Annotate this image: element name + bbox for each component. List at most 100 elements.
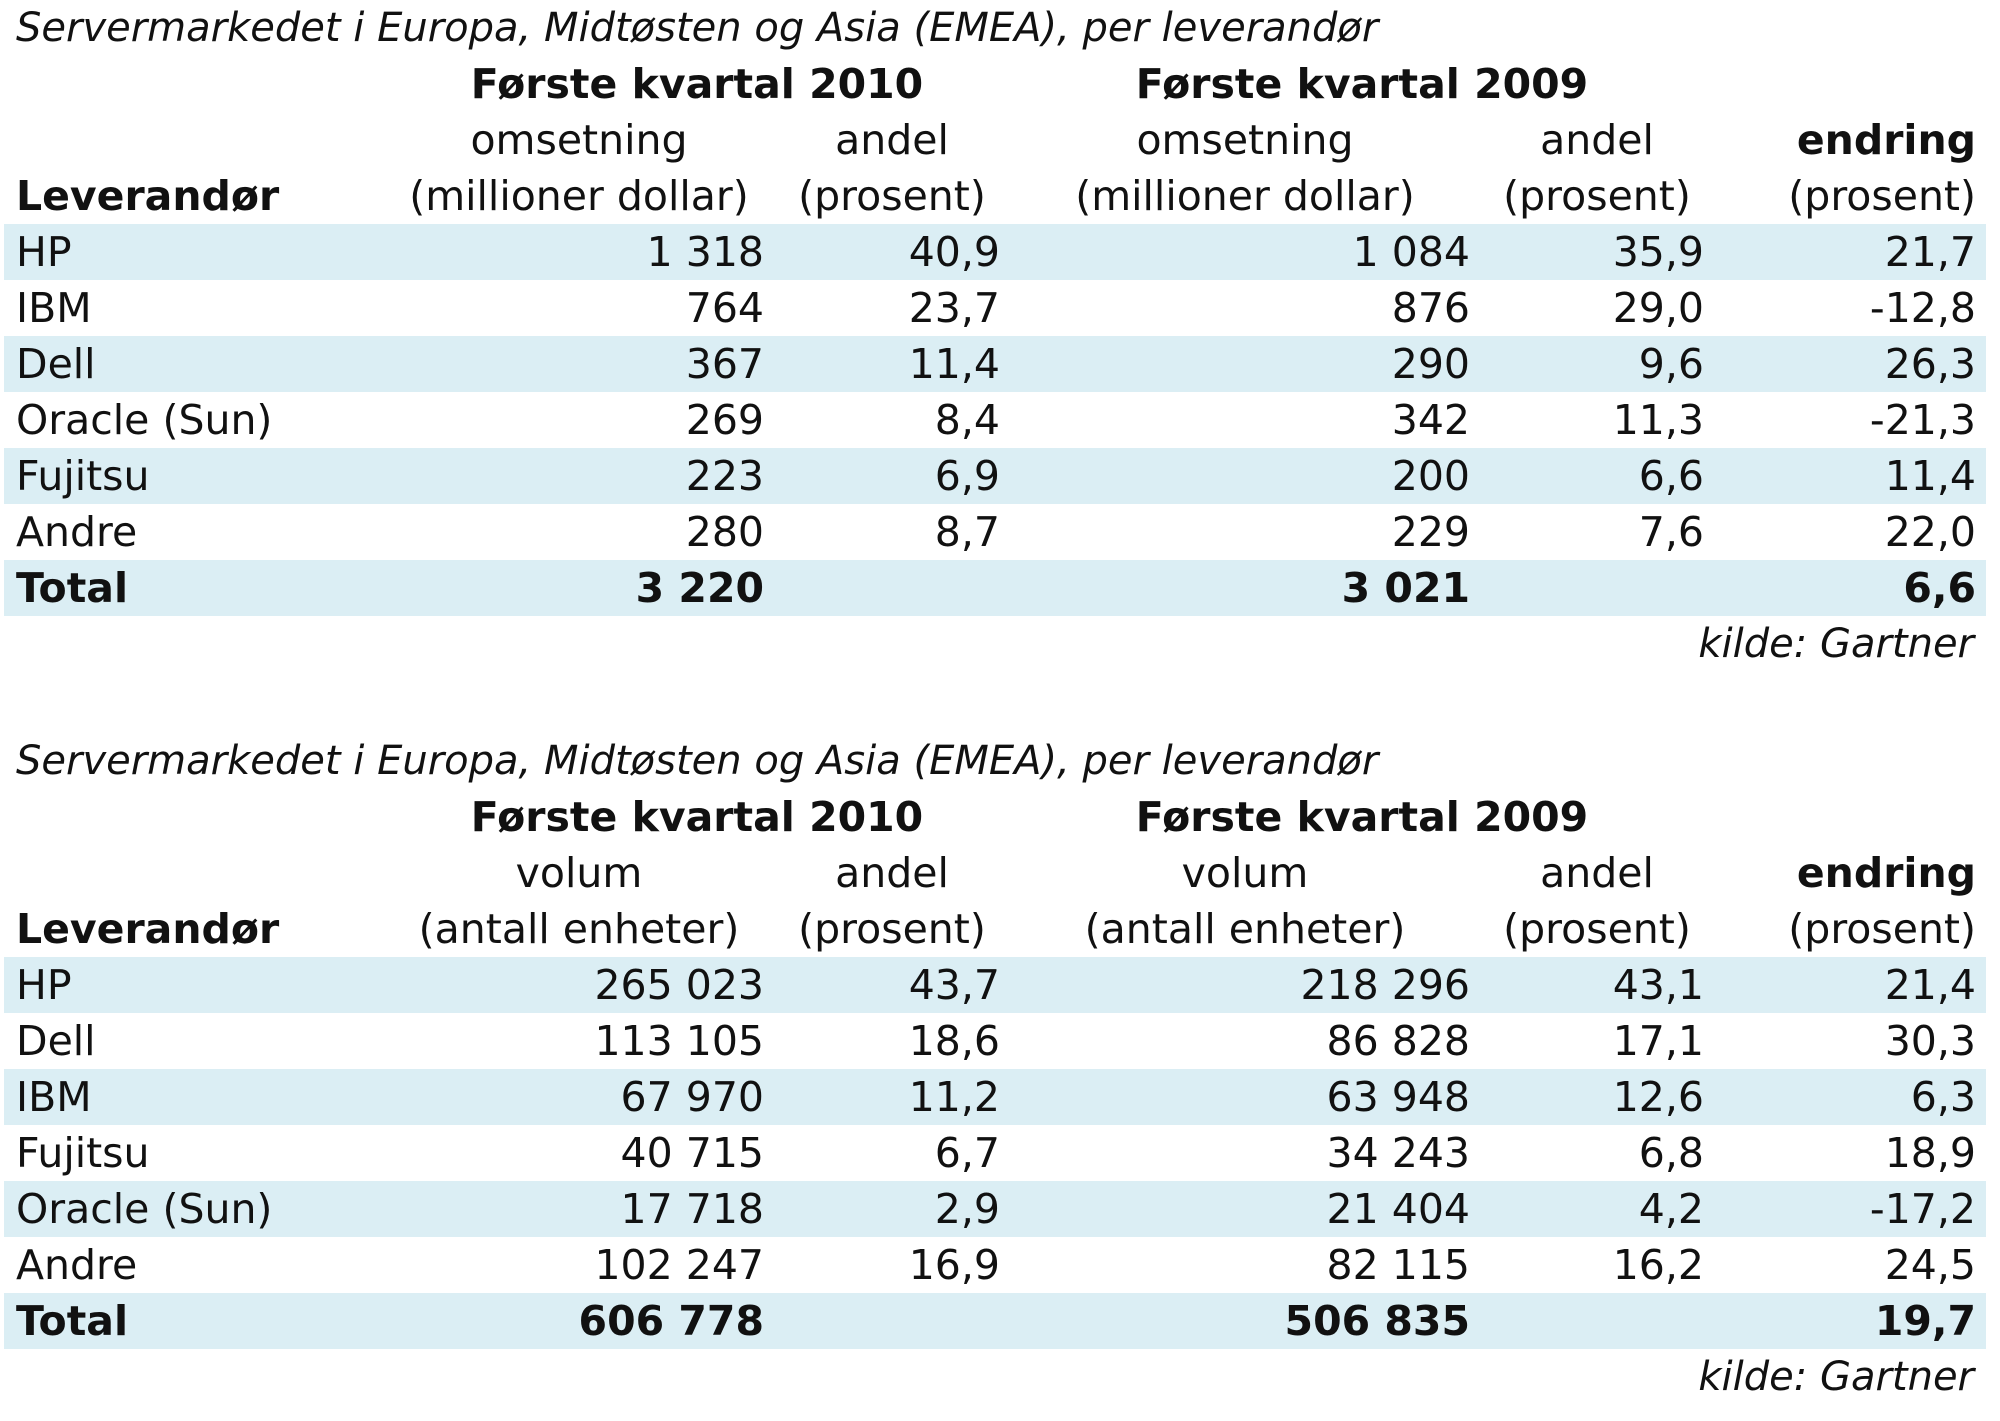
value-2009-cell: 876 [1391,284,1470,332]
volume-table-block: Servermarkedet i Europa, Midtøsten og As… [4,733,1986,1405]
header-row-metrics: volum andel volum andel endring [4,845,1986,901]
table-row: IBM 764 23,7 876 29,0 -12,8 [4,280,1986,336]
value-2009-cell: 34 243 [1326,1129,1470,1177]
change-cell: 24,5 [1884,1241,1976,1289]
period-2009-header: Første kvartal 2009 [1135,793,1589,841]
share-2010-cell: 11,2 [774,1069,1010,1125]
value-2009-cell: 290 [1010,336,1480,392]
value-2010-unit: (millioner dollar) [409,172,749,220]
total-label: Total [4,1293,384,1349]
change-cell: 30,3 [1884,1017,1976,1065]
share-2009-cell: 6,6 [1480,448,1714,504]
table-row: Dell 113 105 18,6 86 828 17,1 30,3 [4,1013,1986,1069]
value-2010-cell: 269 [685,396,764,444]
share-2009-cell: 35,9 [1480,224,1714,280]
value-2009-cell: 200 [1010,448,1480,504]
change-cell: 18,9 [1884,1129,1976,1177]
share-2010-header: andel [835,849,949,897]
value-2009-header: omsetning [1136,116,1354,164]
table-row: HP 265 023 43,7 218 296 43,1 21,4 [4,957,1986,1013]
share-2009-cell: 12,6 [1480,1069,1714,1125]
table-row: Andre 102 247 16,9 82 115 16,2 24,5 [4,1237,1986,1293]
vendor-cell: Fujitsu [16,1129,150,1177]
share-2009-header: andel [1540,849,1654,897]
change-unit: (prosent) [1788,905,1976,953]
value-2010-cell: 1 318 [384,224,774,280]
table-row: IBM 67 970 11,2 63 948 12,6 6,3 [4,1069,1986,1125]
share-2010-cell: 40,9 [774,224,1010,280]
total-label: Total [4,560,384,616]
share-2010-unit: (prosent) [798,905,986,953]
table-caption: Servermarkedet i Europa, Midtøsten og As… [16,738,1379,784]
header-row-metrics: omsetning andel omsetning andel endring [4,112,1986,168]
table-row: Fujitsu 223 6,9 200 6,6 11,4 [4,448,1986,504]
value-2009-unit: (millioner dollar) [1075,172,1415,220]
total-row: Total 3 220 3 021 6,6 [4,560,1986,616]
value-2010-cell: 113 105 [594,1017,764,1065]
share-2010-cell: 18,6 [908,1017,1000,1065]
value-2010-cell: 265 023 [384,957,774,1013]
total-value-2009: 506 835 [1010,1293,1480,1349]
change-cell: -12,8 [1869,284,1976,332]
vendor-cell: Oracle (Sun) [4,1181,384,1237]
share-2009-header: andel [1540,116,1654,164]
table-row: Dell 367 11,4 290 9,6 26,3 [4,336,1986,392]
share-2009-cell: 4,2 [1480,1181,1714,1237]
share-2010-unit: (prosent) [798,172,986,220]
change-cell: 11,4 [1714,448,1986,504]
share-2010-cell: 8,4 [934,396,1000,444]
share-2010-cell: 6,7 [934,1129,1000,1177]
value-2010-unit: (antall enheter) [418,905,740,953]
value-2009-unit: (antall enheter) [1084,905,1406,953]
revenue-table: Første kvartal 2010 Første kvartal 2009 … [4,56,1986,616]
vendor-cell: Andre [16,1241,138,1289]
value-2010-cell: 67 970 [384,1069,774,1125]
total-change: 19,7 [1714,1293,1986,1349]
table-row: Andre 280 8,7 229 7,6 22,0 [4,504,1986,560]
value-2009-cell: 86 828 [1326,1017,1470,1065]
share-2009-unit: (prosent) [1503,172,1691,220]
share-2009-cell: 43,1 [1480,957,1714,1013]
header-row-periods: Første kvartal 2010 Første kvartal 2009 [4,56,1986,112]
vendor-cell: IBM [4,1069,384,1125]
share-2010-header: andel [835,116,949,164]
share-2009-cell: 7,6 [1638,508,1704,556]
total-value-2009: 3 021 [1010,560,1480,616]
value-2009-cell: 218 296 [1010,957,1480,1013]
share-2010-cell: 2,9 [774,1181,1010,1237]
period-2010-header: Første kvartal 2010 [470,793,924,841]
change-cell: -21,3 [1869,396,1976,444]
vendor-cell: Andre [16,508,138,556]
table-caption: Servermarkedet i Europa, Midtøsten og As… [16,5,1379,51]
vendor-cell: HP [4,224,384,280]
volume-table: Første kvartal 2010 Første kvartal 2009 … [4,789,1986,1349]
change-cell: 26,3 [1714,336,1986,392]
share-2009-cell: 11,3 [1612,396,1704,444]
value-2009-cell: 229 [1391,508,1470,556]
total-row: Total 606 778 506 835 19,7 [4,1293,1986,1349]
period-2010-header: Første kvartal 2010 [470,60,924,108]
vendor-cell: Dell [4,336,384,392]
change-cell: 21,4 [1714,957,1986,1013]
vendor-cell: HP [4,957,384,1013]
total-value-2010: 606 778 [384,1293,774,1349]
vendor-header: Leverandør [16,172,280,220]
change-header: endring [1796,116,1976,164]
value-2009-cell: 1 084 [1010,224,1480,280]
share-2010-cell: 8,7 [934,508,1000,556]
total-change: 6,6 [1714,560,1986,616]
source-note: kilde: Gartner [1698,1354,1974,1400]
period-2009-header: Første kvartal 2009 [1135,60,1589,108]
share-2010-cell: 6,9 [774,448,1010,504]
change-cell: 22,0 [1884,508,1976,556]
value-2010-cell: 40 715 [620,1129,764,1177]
table-row: Fujitsu 40 715 6,7 34 243 6,8 18,9 [4,1125,1986,1181]
share-2010-cell: 23,7 [908,284,1000,332]
share-2009-cell: 6,8 [1638,1129,1704,1177]
value-2009-cell: 21 404 [1010,1181,1480,1237]
value-2010-cell: 280 [685,508,764,556]
value-2010-cell: 367 [384,336,774,392]
value-2009-header: volum [1181,849,1309,897]
header-row-units: Leverandør (millioner dollar) (prosent) … [4,168,1986,224]
source-note: kilde: Gartner [1698,621,1974,667]
